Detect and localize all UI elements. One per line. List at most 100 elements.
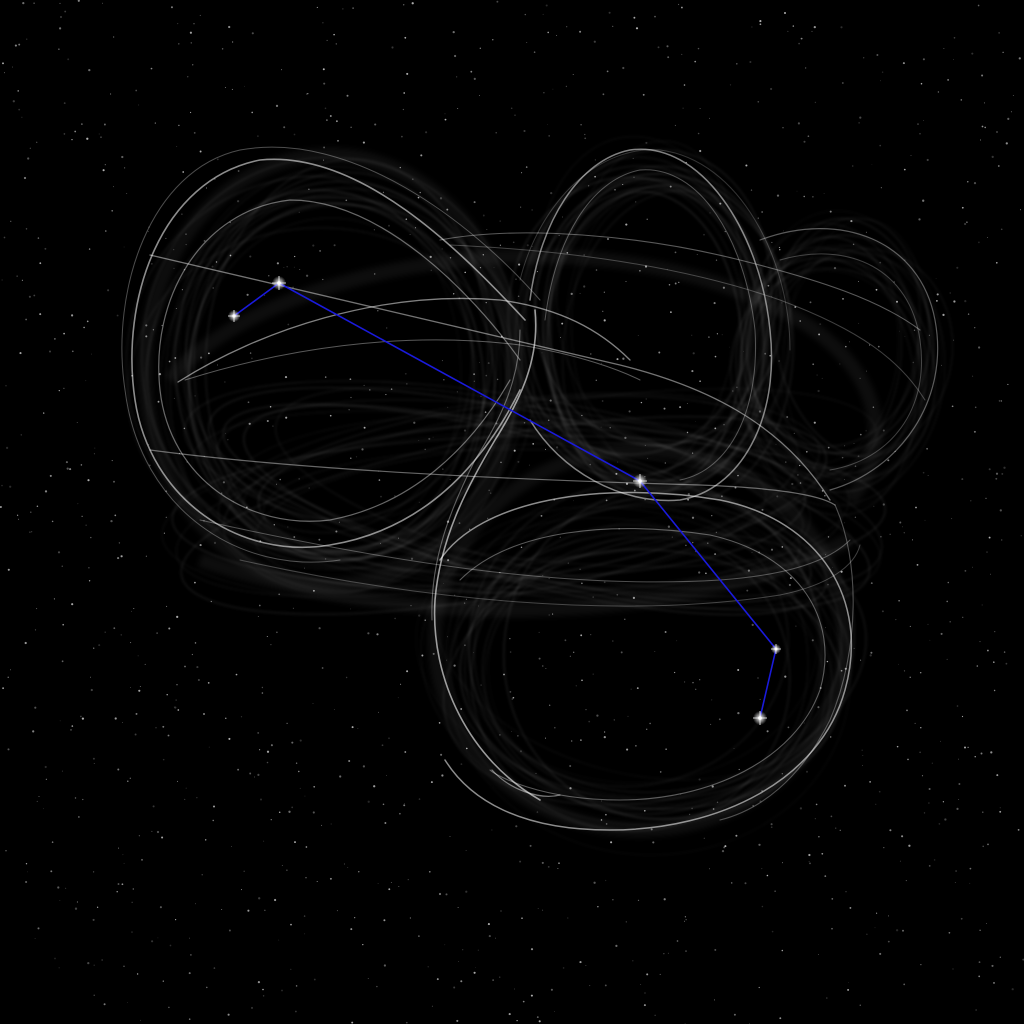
background-star — [257, 773, 260, 776]
background-star — [716, 333, 719, 335]
background-star — [683, 84, 686, 86]
background-star — [770, 826, 773, 829]
background-star — [321, 824, 323, 826]
star-1 — [228, 310, 240, 322]
background-star — [484, 411, 487, 413]
background-star — [535, 772, 537, 774]
background-star — [43, 808, 44, 810]
background-star — [517, 460, 520, 463]
background-star — [190, 954, 192, 956]
ribbon-lower-loop — [439, 491, 853, 831]
background-star — [244, 85, 246, 87]
background-star — [90, 676, 91, 678]
background-star — [513, 449, 516, 452]
background-star — [509, 638, 511, 640]
background-star — [565, 85, 568, 88]
background-star — [944, 818, 947, 821]
background-star — [542, 13, 544, 15]
background-star — [350, 396, 352, 399]
background-star — [854, 516, 857, 518]
background-star — [229, 221, 231, 224]
background-star — [714, 553, 717, 556]
background-star — [86, 320, 89, 323]
background-star — [169, 944, 172, 947]
background-star — [104, 164, 106, 166]
background-star — [135, 89, 138, 92]
background-star — [76, 901, 78, 903]
background-star — [584, 133, 586, 136]
background-star — [844, 445, 846, 447]
background-star — [163, 532, 165, 534]
background-star — [869, 344, 871, 346]
background-star — [893, 281, 895, 283]
attractor-filament — [747, 234, 931, 454]
background-star — [682, 107, 684, 109]
background-star — [367, 978, 369, 979]
background-star — [81, 123, 83, 125]
background-star — [102, 2, 103, 4]
background-star — [585, 709, 587, 711]
background-star — [920, 82, 923, 85]
background-star — [960, 917, 963, 920]
background-star — [409, 234, 411, 235]
background-star — [34, 706, 37, 709]
background-star — [708, 868, 710, 870]
background-star — [734, 486, 737, 489]
background-star — [168, 360, 171, 363]
background-star — [116, 314, 119, 317]
background-star — [517, 295, 520, 297]
background-star — [879, 952, 882, 955]
background-star — [18, 108, 21, 111]
background-star — [32, 730, 35, 733]
background-star — [960, 99, 963, 101]
background-star — [703, 233, 705, 236]
background-star — [299, 268, 301, 271]
background-star — [5, 850, 7, 852]
background-star — [562, 216, 564, 218]
background-star — [789, 577, 792, 580]
background-star — [141, 858, 143, 861]
background-star — [212, 287, 214, 289]
background-star — [878, 790, 881, 793]
background-star — [581, 582, 583, 585]
background-star — [257, 731, 260, 734]
background-star — [212, 819, 214, 822]
background-star — [28, 295, 31, 298]
background-star — [982, 845, 984, 848]
background-star — [274, 898, 277, 902]
background-star — [247, 909, 250, 912]
background-star — [162, 725, 165, 728]
background-star — [130, 687, 131, 688]
background-star — [579, 961, 582, 964]
background-star — [903, 168, 906, 171]
background-star — [958, 799, 960, 800]
background-star — [880, 535, 882, 538]
background-star — [699, 149, 702, 153]
attractor-filament — [187, 202, 475, 555]
background-star — [536, 271, 538, 273]
background-star — [93, 994, 95, 996]
background-star — [978, 961, 981, 963]
background-star — [127, 1001, 129, 1003]
background-star — [77, 503, 79, 505]
background-star — [45, 778, 47, 780]
background-star — [37, 927, 40, 930]
background-star — [117, 557, 120, 560]
background-star — [818, 954, 819, 955]
background-star — [417, 196, 420, 199]
background-star — [208, 746, 210, 748]
background-star — [478, 95, 480, 97]
background-star — [954, 881, 956, 884]
background-star — [118, 847, 120, 849]
background-star — [449, 479, 451, 480]
background-star — [545, 4, 548, 7]
background-star — [557, 868, 559, 869]
background-star — [961, 478, 964, 481]
background-star — [80, 715, 82, 718]
background-star — [699, 107, 701, 109]
ribbon-right-loop — [759, 227, 939, 491]
attractor-filament — [262, 448, 804, 589]
background-star — [612, 899, 614, 901]
background-star — [895, 929, 899, 932]
